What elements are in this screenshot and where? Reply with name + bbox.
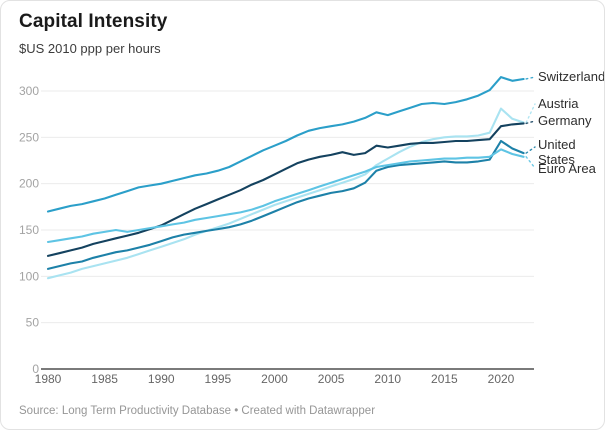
chart-title: Capital Intensity xyxy=(19,11,168,32)
label-leader-euro-area xyxy=(525,156,536,169)
series-label-euro-area: Euro Area xyxy=(538,161,596,176)
series-line-euro-area xyxy=(46,148,525,244)
y-tick-label: 0 xyxy=(32,362,39,376)
x-tick-label: 2020 xyxy=(488,372,515,386)
y-tick-label: 50 xyxy=(26,316,40,330)
label-leader-united-states xyxy=(525,146,536,154)
label-leader-austria xyxy=(525,103,536,124)
x-tick-label: 1990 xyxy=(148,372,175,386)
x-tick-label: 1980 xyxy=(35,372,62,386)
series-line-austria xyxy=(46,107,525,280)
y-tick-label: 250 xyxy=(19,130,39,144)
y-tick-label: 300 xyxy=(19,84,39,98)
x-tick-label: 2010 xyxy=(374,372,401,386)
source-attribution: Source: Long Term Productivity Database … xyxy=(19,405,376,417)
series-label-austria: Austria xyxy=(538,96,579,111)
label-leader-germany xyxy=(525,120,536,125)
x-tick-label: 1985 xyxy=(91,372,118,386)
chart-subtitle: $US 2010 ppp per hours xyxy=(19,41,161,56)
x-tick-label: 2015 xyxy=(431,372,458,386)
x-tick-label: 2005 xyxy=(318,372,345,386)
series-label-germany: Germany xyxy=(538,113,592,128)
series-label-united-states: United States xyxy=(538,137,576,167)
y-tick-label: 200 xyxy=(19,177,39,191)
label-leader-switzerland xyxy=(525,76,536,80)
series-label-switzerland: Switzerland xyxy=(538,69,605,84)
series-line-germany xyxy=(46,122,525,257)
x-tick-label: 2000 xyxy=(261,372,288,386)
x-tick-label: 1995 xyxy=(205,372,232,386)
series-line-switzerland xyxy=(46,76,525,213)
y-tick-label: 100 xyxy=(19,269,39,283)
y-tick-label: 150 xyxy=(19,223,39,237)
series-line-united-states xyxy=(46,139,525,270)
